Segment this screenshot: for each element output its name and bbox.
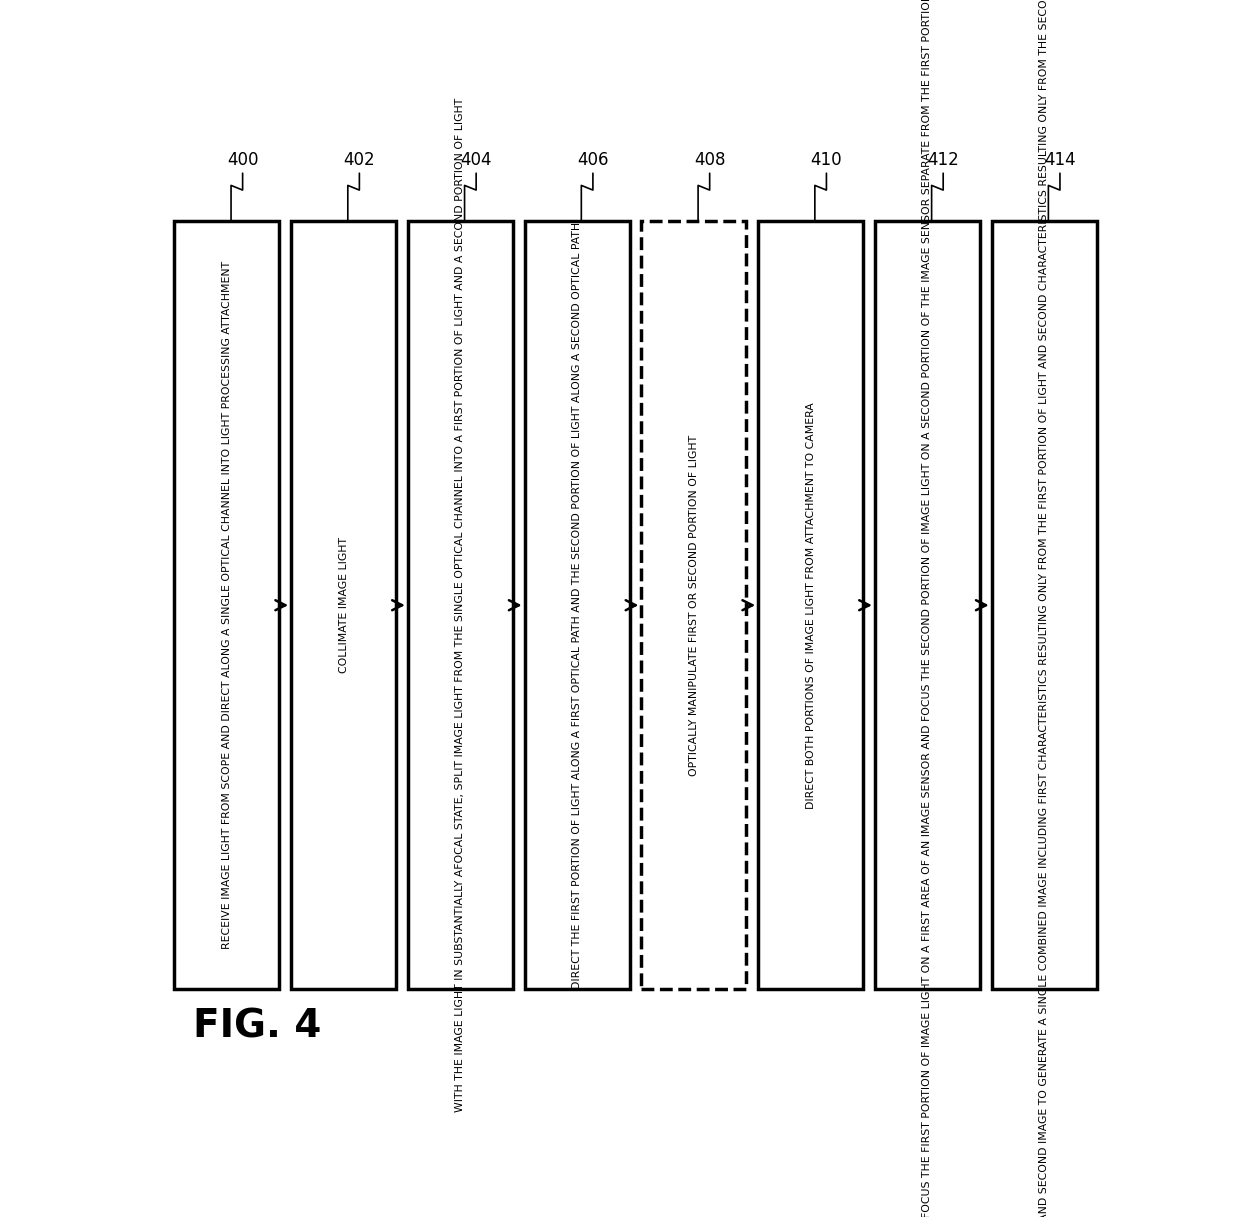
Text: WITH THE IMAGE LIGHT IN SUBSTANTIALLY AFOCAL STATE, SPLIT IMAGE LIGHT FROM THE S: WITH THE IMAGE LIGHT IN SUBSTANTIALLY AF…	[455, 99, 465, 1112]
Bar	[758, 221, 863, 989]
Text: OPTICALLY MANIPULATE FIRST OR SECOND PORTION OF LIGHT: OPTICALLY MANIPULATE FIRST OR SECOND POR…	[689, 434, 699, 775]
Text: 406: 406	[577, 151, 609, 169]
Bar	[992, 221, 1097, 989]
Bar	[174, 221, 279, 989]
Bar	[408, 221, 513, 989]
Text: 400: 400	[227, 151, 258, 169]
Bar	[525, 221, 630, 989]
Text: FIG. 4: FIG. 4	[193, 1008, 322, 1045]
Bar	[641, 221, 746, 989]
Bar	[291, 221, 397, 989]
Text: PROCESS THE FIRST AND SECOND IMAGE TO GENERATE A SINGLE COMBINED IMAGE INCLUDING: PROCESS THE FIRST AND SECOND IMAGE TO GE…	[1039, 0, 1049, 1217]
Text: 412: 412	[928, 151, 959, 169]
Text: DIRECT BOTH PORTIONS OF IMAGE LIGHT FROM ATTACHMENT TO CAMERA: DIRECT BOTH PORTIONS OF IMAGE LIGHT FROM…	[806, 402, 816, 808]
Text: 408: 408	[694, 151, 725, 169]
Text: RECEIVE IMAGE LIGHT FROM SCOPE AND DIRECT ALONG A SINGLE OPTICAL CHANNEL INTO LI: RECEIVE IMAGE LIGHT FROM SCOPE AND DIREC…	[222, 262, 232, 949]
Text: 402: 402	[343, 151, 376, 169]
Text: 410: 410	[811, 151, 842, 169]
Text: 404: 404	[460, 151, 492, 169]
Text: 414: 414	[1044, 151, 1076, 169]
Bar	[874, 221, 980, 989]
Text: FOCUS THE FIRST PORTION OF IMAGE LIGHT ON A FIRST AREA OF AN IMAGE SENSOR AND FO: FOCUS THE FIRST PORTION OF IMAGE LIGHT O…	[923, 0, 932, 1217]
Text: DIRECT THE FIRST PORTION OF LIGHT ALONG A FIRST OPTICAL PATH AND THE SECOND PORT: DIRECT THE FIRST PORTION OF LIGHT ALONG …	[572, 221, 582, 988]
Text: COLLIMATE IMAGE LIGHT: COLLIMATE IMAGE LIGHT	[339, 537, 348, 673]
